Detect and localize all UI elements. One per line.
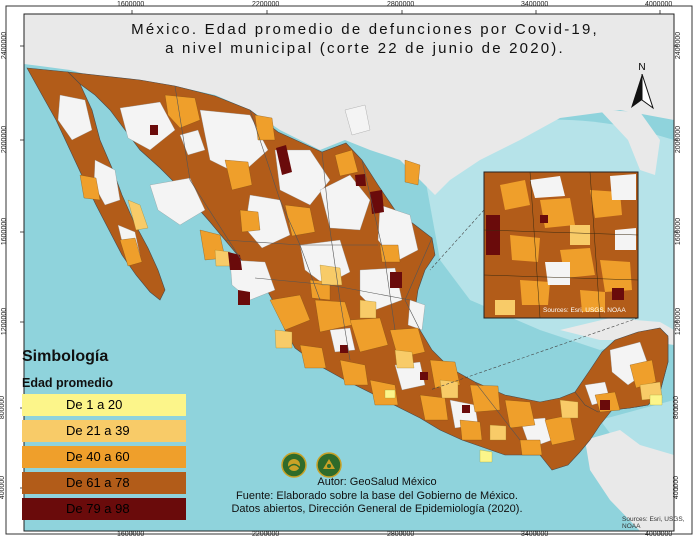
legend-item: De 1 a 20 <box>22 394 202 418</box>
x-tick-top: 1600000 <box>117 1 145 8</box>
legend-label: De 40 a 60 <box>52 446 186 468</box>
y-tick-right: 2400000 <box>675 31 683 60</box>
inset-leader-top <box>429 209 485 271</box>
author-text: Autor: GeoSalud México <box>317 476 437 488</box>
x-tick-bottom: 2200000 <box>252 531 280 538</box>
map-title: México. Edad promedio de defunciones por… <box>60 20 670 58</box>
y-tick-left: 2000000 <box>1 125 9 154</box>
legend-label: De 1 a 20 <box>52 394 186 416</box>
legend-item: De 21 a 39 <box>22 420 202 444</box>
central-america-landmass <box>585 430 674 531</box>
map-neatline <box>23 13 675 532</box>
source-text-1: Fuente: Elaborado sobre la base del Gobi… <box>236 489 518 502</box>
class-21-39-areas <box>127 199 663 441</box>
y-tick-right: 400000 <box>673 475 681 500</box>
map-title-line1: México. Edad promedio de defunciones por… <box>131 21 599 38</box>
x-tick-top: 2200000 <box>252 1 280 8</box>
legend-swatch <box>22 420 52 442</box>
legend-label: De 21 a 39 <box>52 420 186 442</box>
legend-label: De 61 a 78 <box>52 472 186 494</box>
class-79-98-areas <box>150 125 610 413</box>
inset-leader-bottom <box>429 317 639 391</box>
credits-block: Autor: GeoSalud México Fuente: Elaborado… <box>212 476 542 517</box>
y-tick-right: 1200000 <box>675 307 683 336</box>
y-tick-right: 2000000 <box>675 125 683 154</box>
x-tick-bottom: 2800000 <box>387 531 415 538</box>
legend-swatch <box>22 446 52 468</box>
class-1-20-areas <box>384 389 663 463</box>
gov-seal-icon <box>281 452 307 478</box>
x-tick-top: 4000000 <box>645 1 673 8</box>
legend-swatch <box>22 498 52 520</box>
source-text-2: Datos abiertos, Dirección General de Epi… <box>231 503 523 515</box>
x-tick-top: 2800000 <box>387 1 415 8</box>
x-tick-bottom: 4000000 <box>645 531 673 538</box>
y-tick-right: 1600000 <box>675 217 683 246</box>
north-label: N <box>638 62 646 73</box>
north-arrow-icon: N <box>627 62 657 110</box>
legend-item: De 79 a 98 <box>22 498 202 522</box>
legend-item: De 40 a 60 <box>22 446 202 470</box>
inset-map <box>483 171 639 319</box>
map-attribution: Sources: Esri, USGS, NOAA <box>622 516 685 530</box>
legend-item: De 61 a 78 <box>22 472 202 496</box>
legend: Simbología Edad promedio De 1 a 20 De 21… <box>22 348 202 524</box>
y-tick-left: 2400000 <box>1 31 9 60</box>
x-tick-bottom: 1600000 <box>117 531 145 538</box>
state-boundaries <box>174 85 521 441</box>
legend-swatch <box>22 394 52 416</box>
map-title-line2: a nivel municipal (corte 22 de junio de … <box>165 40 565 57</box>
institution-logos <box>281 452 342 478</box>
x-tick-bottom: 3400000 <box>521 531 549 538</box>
inset-attribution: Sources: Esri, USGS, NOAA <box>543 307 626 314</box>
y-tick-left: 400000 <box>0 475 7 500</box>
usa-landmass <box>24 14 674 195</box>
legend-label: De 79 a 98 <box>52 498 186 520</box>
no-data-areas <box>57 94 651 449</box>
y-tick-left: 1200000 <box>1 307 9 336</box>
y-tick-left: 1600000 <box>1 217 9 246</box>
university-seal-icon <box>316 452 342 478</box>
class-40-60-areas <box>79 94 657 456</box>
legend-swatch <box>22 472 52 494</box>
legend-subtitle: Edad promedio <box>22 376 113 390</box>
y-tick-right: 800000 <box>673 395 681 420</box>
y-tick-left: 800000 <box>0 395 7 420</box>
florida-landmass <box>600 110 660 175</box>
legend-title: Simbología <box>22 348 109 365</box>
x-tick-top: 3400000 <box>521 1 549 8</box>
